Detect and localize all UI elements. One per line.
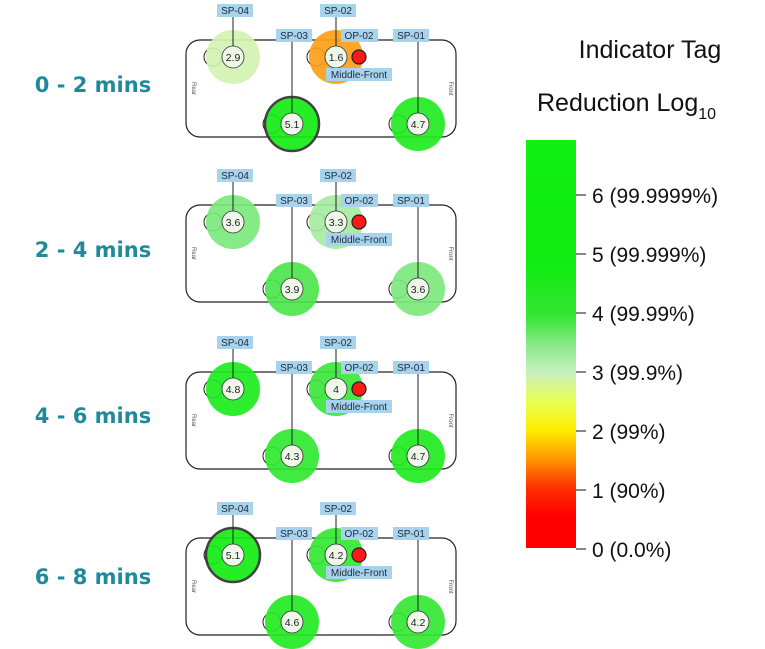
tag-label-bg bbox=[320, 336, 356, 349]
color-legend: Indicator Tag Reduction Log10 6 (99.9999%)… bbox=[526, 36, 721, 562]
tag-label-bg bbox=[276, 361, 312, 374]
tag-label-bg bbox=[320, 169, 356, 182]
time-panel: 2 - 4 mins Rear Front 3.6 SP-04 3.3 SP-02 3.9 SP… bbox=[35, 169, 457, 316]
reduction-value: 3.6 bbox=[411, 284, 426, 296]
sample-tag: SP-04 bbox=[221, 6, 249, 17]
reduction-value: 5.1 bbox=[285, 119, 300, 131]
tag-label-bg bbox=[393, 527, 429, 540]
op-location-bg bbox=[326, 566, 392, 579]
tag-label-bg bbox=[320, 502, 356, 515]
rear-label: Rear bbox=[190, 414, 196, 427]
op-tag: OP-02 bbox=[345, 363, 374, 374]
reduction-value: 4.3 bbox=[285, 451, 300, 463]
reduction-value: 1.6 bbox=[329, 52, 344, 64]
reduction-value: 3.3 bbox=[329, 217, 344, 229]
sample-tag: SP-04 bbox=[221, 171, 249, 182]
legend-tick-label: 6 (99.9999%) bbox=[592, 185, 718, 208]
legend-tick-label: 1 (90%) bbox=[592, 480, 666, 503]
legend-subtitle: Reduction Log10 bbox=[537, 89, 716, 123]
op-location-label: Middle-Front bbox=[331, 402, 387, 413]
front-label: Front bbox=[447, 81, 453, 95]
sample-tag: SP-02 bbox=[324, 338, 352, 349]
legend-subtitle-main: Reduction Log bbox=[537, 89, 698, 117]
time-label: 2 - 4 mins bbox=[35, 238, 151, 262]
tag-label-bg bbox=[217, 4, 253, 17]
legend-title: Indicator Tag bbox=[579, 36, 722, 64]
sample-tag: SP-02 bbox=[324, 171, 352, 182]
tag-label-bg bbox=[217, 336, 253, 349]
reduction-value: 2.9 bbox=[226, 52, 241, 64]
front-label: Front bbox=[447, 246, 453, 260]
reduction-value: 4.6 bbox=[285, 617, 300, 629]
tag-label-bg bbox=[276, 527, 312, 540]
tag-label-bg bbox=[393, 29, 429, 42]
sample-tag: SP-03 bbox=[280, 31, 308, 42]
op-tag: OP-02 bbox=[345, 196, 374, 207]
sample-tag: SP-01 bbox=[397, 31, 425, 42]
sample-tag: SP-03 bbox=[280, 529, 308, 540]
op-sensor-dot bbox=[351, 49, 367, 65]
legend-tick-label: 4 (99.99%) bbox=[592, 303, 695, 326]
legend-tick-label: 3 (99.9%) bbox=[592, 362, 683, 385]
reduction-value: 4.2 bbox=[411, 617, 426, 629]
op-tag-bg bbox=[341, 527, 378, 540]
front-label: Front bbox=[447, 579, 453, 593]
rear-label: Rear bbox=[190, 580, 196, 593]
panels-layer: 0 - 2 mins Rear Front 2.9 SP-04 1.6 SP-02 5.1 SP… bbox=[35, 4, 457, 649]
time-panel: 6 - 8 mins Rear Front 5.1 SP-04 4.2 SP-02 4.6 SP… bbox=[35, 502, 457, 649]
op-tag-bg bbox=[341, 194, 378, 207]
legend-color-bar bbox=[526, 140, 576, 548]
rear-label: Rear bbox=[190, 82, 196, 95]
reduction-value: 4.7 bbox=[411, 451, 426, 463]
time-label: 6 - 8 mins bbox=[35, 565, 151, 589]
front-label: Front bbox=[447, 413, 453, 427]
time-panel: 4 - 6 mins Rear Front 4.8 SP-04 4 SP-02 4.3 SP-0… bbox=[35, 336, 457, 483]
rear-label: Rear bbox=[190, 247, 196, 260]
sample-tag: SP-02 bbox=[324, 504, 352, 515]
op-sensor-dot bbox=[351, 381, 367, 397]
op-sensor-dot bbox=[351, 214, 367, 230]
reduction-value: 5.1 bbox=[226, 550, 241, 562]
legend-subtitle-subscript: 10 bbox=[698, 106, 716, 123]
legend-tick-label: 5 (99.999%) bbox=[592, 244, 706, 267]
sample-tag: SP-02 bbox=[324, 6, 352, 17]
sample-tag: SP-01 bbox=[397, 529, 425, 540]
op-location-bg bbox=[326, 400, 392, 413]
legend-tick-label: 0 (0.0%) bbox=[592, 539, 671, 562]
op-tag-bg bbox=[341, 29, 378, 42]
op-location-label: Middle-Front bbox=[331, 70, 387, 81]
reduction-value: 4 bbox=[333, 384, 339, 396]
sample-tag: SP-04 bbox=[221, 338, 249, 349]
sample-tag: SP-04 bbox=[221, 504, 249, 515]
sample-tag: SP-03 bbox=[280, 196, 308, 207]
tag-label-bg bbox=[393, 361, 429, 374]
reduction-value: 4.7 bbox=[411, 119, 426, 131]
reduction-value: 3.9 bbox=[285, 284, 300, 296]
tag-label-bg bbox=[393, 194, 429, 207]
sample-tag: SP-03 bbox=[280, 363, 308, 374]
tag-label-bg bbox=[217, 502, 253, 515]
legend-tick-label: 2 (99%) bbox=[592, 421, 666, 444]
time-panel: 0 - 2 mins Rear Front 2.9 SP-04 1.6 SP-02 5.1 SP… bbox=[35, 4, 457, 153]
op-tag: OP-02 bbox=[345, 529, 374, 540]
time-label: 4 - 6 mins bbox=[35, 404, 151, 428]
reduction-value: 4.8 bbox=[226, 384, 241, 396]
op-location-bg bbox=[326, 233, 392, 246]
tag-label-bg bbox=[276, 194, 312, 207]
op-sensor-dot bbox=[351, 547, 367, 563]
sample-tag: SP-01 bbox=[397, 363, 425, 374]
op-location-bg bbox=[326, 68, 392, 81]
op-location-label: Middle-Front bbox=[331, 568, 387, 579]
tag-label-bg bbox=[276, 29, 312, 42]
tag-label-bg bbox=[320, 4, 356, 17]
sample-tag: SP-01 bbox=[397, 196, 425, 207]
reduction-value: 3.6 bbox=[226, 217, 241, 229]
op-tag: OP-02 bbox=[345, 31, 374, 42]
op-location-label: Middle-Front bbox=[331, 235, 387, 246]
tag-label-bg bbox=[217, 169, 253, 182]
time-label: 0 - 2 mins bbox=[35, 73, 151, 97]
reduction-value: 4.2 bbox=[329, 550, 344, 562]
op-tag-bg bbox=[341, 361, 378, 374]
